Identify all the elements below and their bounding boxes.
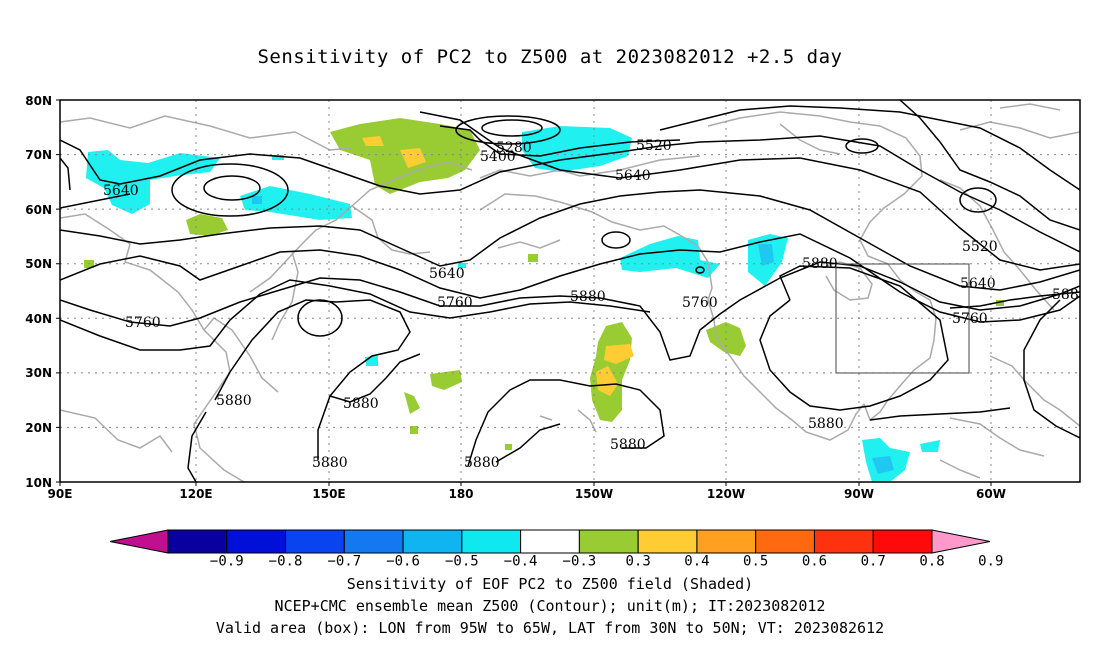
figure-caption: Sensitivity of EOF PC2 to Z500 field (Sh… <box>0 573 1100 639</box>
colorbar-tick-label: 0.7 <box>861 554 886 570</box>
colorbar-swatch <box>343 529 404 554</box>
longitude-labels: 90E 120E 150E 180 150W 120W 90W 60W <box>48 487 1006 501</box>
lat-label: 50N <box>25 257 52 271</box>
valid-area-box <box>835 263 970 374</box>
contour-label: 5640 <box>615 168 651 184</box>
contour-label: 5880 <box>312 455 348 471</box>
colorbar-left-arrow <box>109 529 169 554</box>
contour-label: 5520 <box>962 239 998 255</box>
colorbar-tick-label: 0.6 <box>802 554 827 570</box>
colorbar-swatch <box>520 529 580 554</box>
lon-label: 90W <box>844 487 874 501</box>
contour-label: 5760 <box>952 311 988 327</box>
contour-label: 5640 <box>103 183 139 199</box>
colorbar-tick-label: −0.4 <box>504 554 538 570</box>
colorbar-swatch <box>226 529 287 554</box>
contour-label: 5880 <box>610 437 646 453</box>
colorbar-right-arrow <box>931 529 991 554</box>
colorbar-swatch <box>755 529 815 554</box>
contour-label: 588 <box>1052 287 1079 303</box>
axis-ticks <box>56 99 992 486</box>
contour-label: 5880 <box>343 396 379 412</box>
lat-label: 80N <box>25 94 52 108</box>
lon-label: 150E <box>312 487 345 501</box>
colorbar-swatch <box>578 529 639 554</box>
lon-label: 90E <box>48 487 73 501</box>
contour-label: 5640 <box>429 266 465 282</box>
map-title: Sensitivity of PC2 to Z500 at 2023082012… <box>257 46 843 68</box>
colorbar-tick-label: −0.5 <box>445 554 479 570</box>
lon-label: 150W <box>575 487 613 501</box>
colorbar <box>109 529 991 554</box>
lat-label: 20N <box>25 421 52 435</box>
colorbar-tick-label: −0.9 <box>210 554 244 570</box>
caption-line-1: Sensitivity of EOF PC2 to Z500 field (Sh… <box>346 575 754 593</box>
lat-label: 60N <box>25 203 52 217</box>
contour-label: 5880 <box>216 393 252 409</box>
colorbar-tick-label: −0.8 <box>269 554 303 570</box>
contour-label: 5880 <box>570 289 606 305</box>
colorbar-tick-label: −0.6 <box>386 554 420 570</box>
shading-negative-strong <box>252 196 894 474</box>
contour-label: 5760 <box>437 295 473 311</box>
caption-line-3: Valid area (box): LON from 95W to 65W, L… <box>215 619 885 637</box>
colorbar-swatch <box>461 529 522 554</box>
contour-labels-extra: 5880 <box>464 455 500 471</box>
lat-label: 40N <box>25 312 52 326</box>
colorbar-labels: −0.9 −0.8 −0.7 −0.6 −0.5 −0.4 −0.3 0.3 0.4 0.5 0.6… <box>210 554 1004 570</box>
contour-label: 5640 <box>960 276 996 292</box>
colorbar-tick-label: −0.7 <box>327 554 361 570</box>
lat-label: 10N <box>25 476 52 490</box>
colorbar-tick-label: −0.3 <box>563 554 597 570</box>
colorbar-swatch <box>696 529 757 554</box>
colorbar-swatch <box>285 529 345 554</box>
lon-label: 120E <box>179 487 212 501</box>
colorbar-swatch <box>872 529 933 554</box>
lat-label: 70N <box>25 148 52 162</box>
contour-labels: 5280 5400 5520 5640 5640 5640 5520 5640 … <box>103 138 1079 471</box>
colorbar-swatch <box>167 529 228 554</box>
colorbar-tick-label: 0.4 <box>684 554 709 570</box>
map-frame <box>59 99 1081 483</box>
contour-label: 5880 <box>464 455 500 471</box>
contour-label: 5280 <box>496 140 532 156</box>
lon-label: 60W <box>976 487 1006 501</box>
z500-contours <box>60 100 1080 482</box>
latitude-labels: 80N 70N 60N 50N 40N 30N 20N 10N <box>25 94 52 490</box>
contour-label: 5760 <box>125 315 161 331</box>
lat-label: 30N <box>25 366 52 380</box>
lon-label: 120W <box>707 487 745 501</box>
colorbar-tick-label: 0.3 <box>626 554 651 570</box>
colorbar-tick-label: 0.9 <box>978 554 1003 570</box>
contour-label: 5520 <box>636 138 672 154</box>
shading-positive-mid <box>362 136 634 396</box>
colorbar-tick-label: 0.5 <box>743 554 768 570</box>
contour-label: 5760 <box>682 295 718 311</box>
colorbar-swatch <box>402 529 463 554</box>
contour-label: 5880 <box>808 416 844 432</box>
colorbar-swatch <box>637 529 698 554</box>
contour-label: 5400 <box>480 149 516 165</box>
caption-line-2: NCEP+CMC ensemble mean Z500 (Contour); u… <box>274 597 826 615</box>
contour-label: 5880 <box>802 256 838 272</box>
lon-label: 180 <box>448 487 473 501</box>
colorbar-swatch <box>813 529 874 554</box>
colorbar-tick-label: 0.8 <box>919 554 944 570</box>
